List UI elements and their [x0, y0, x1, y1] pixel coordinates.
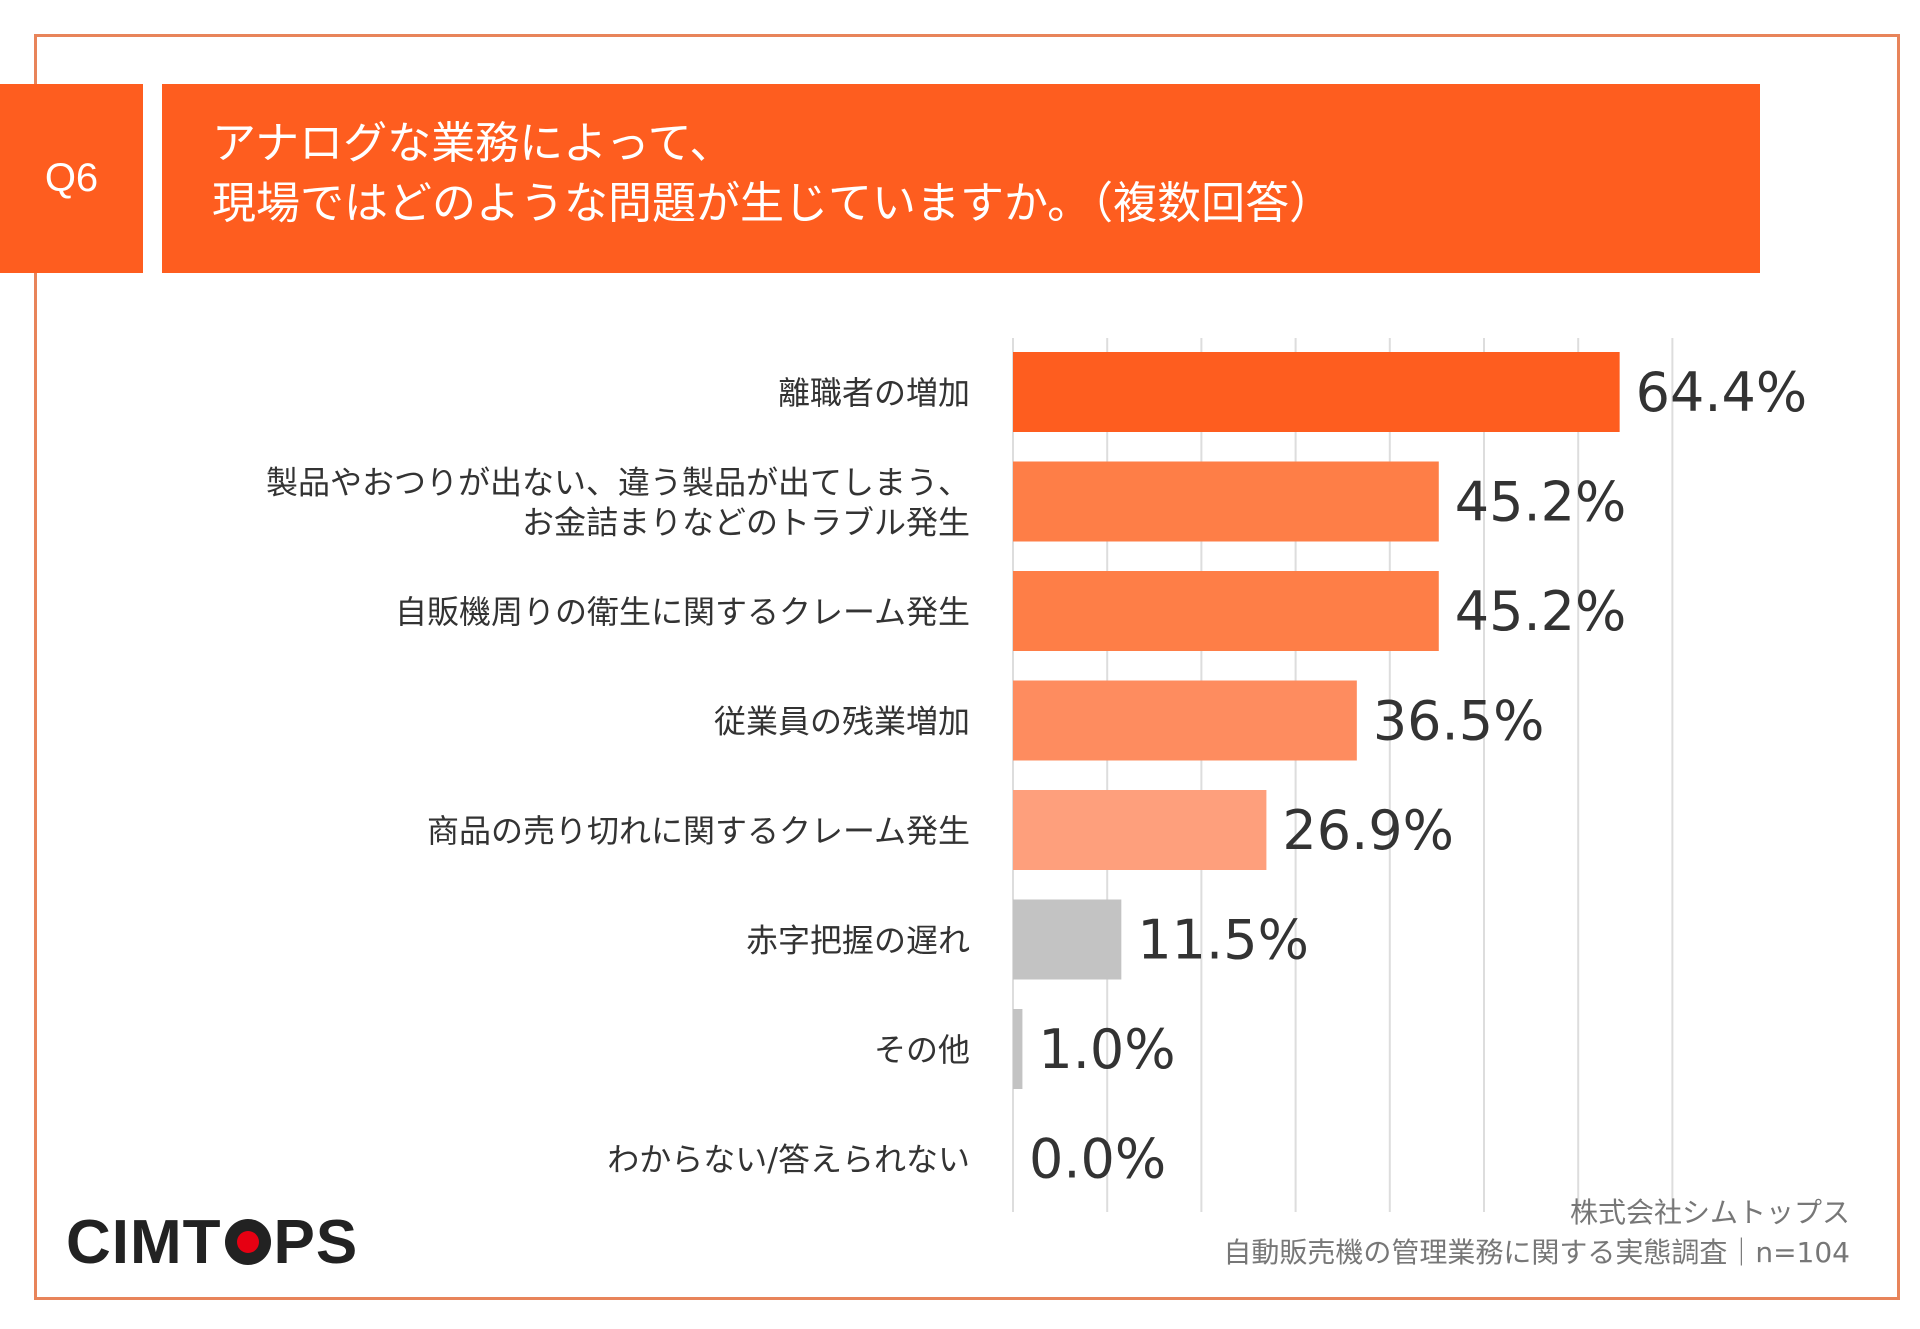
category-label: 自販機周りの衛生に関するクレーム発生 — [395, 593, 970, 631]
bar — [1013, 680, 1357, 761]
value-label: 45.2% — [1455, 580, 1627, 643]
bar — [1013, 790, 1267, 870]
category-label: 離職者の増加 — [778, 374, 970, 412]
value-label: 45.2% — [1455, 471, 1627, 534]
category-label: わからない/答えられない — [607, 1141, 970, 1179]
category-label: 製品やおつりが出ない、違う製品が出てしまう、 — [266, 464, 970, 502]
outer-frame — [34, 34, 1900, 1300]
source-note: 株式会社シムトップス 自動販売機の管理業務に関する実態調査｜n=104 — [1223, 1193, 1850, 1273]
value-label: 36.5% — [1373, 690, 1545, 753]
question-title-line-2: 現場ではどのような問題が生じていますか。（複数回答） — [212, 178, 1334, 229]
source-company: 株式会社シムトップス — [1569, 1196, 1850, 1229]
value-label: 64.4% — [1636, 361, 1808, 424]
value-label: 11.5% — [1137, 909, 1309, 972]
category-label: その他 — [874, 1031, 970, 1069]
source-survey: 自動販売機の管理業務に関する実態調査｜n=104 — [1223, 1236, 1850, 1269]
question-title: アナログな業務によって、 現場ではどのような問題が生じていますか。（複数回答） — [162, 84, 1760, 273]
value-label: 1.0% — [1038, 1018, 1175, 1081]
question-number: Q6 — [0, 84, 143, 273]
bar — [1013, 899, 1122, 980]
category-label: お金詰まりなどのトラブル発生 — [522, 504, 970, 542]
bar — [1013, 1009, 1023, 1089]
value-label: 0.0% — [1029, 1128, 1166, 1191]
bar — [1013, 461, 1439, 542]
cimtops-logo: CIMT PS — [66, 1207, 359, 1277]
value-label: 26.9% — [1282, 799, 1454, 862]
bar — [1013, 352, 1620, 432]
category-label: 従業員の残業増加 — [714, 703, 970, 741]
bar — [1013, 571, 1439, 651]
question-title-line-1: アナログな業務によって、 — [212, 118, 734, 169]
logo-o-mark — [224, 1219, 271, 1265]
category-label: 赤字把握の遅れ — [746, 922, 970, 960]
category-label: 商品の売り切れに関するクレーム発生 — [427, 812, 970, 850]
question-label: Q6 — [44, 156, 99, 200]
